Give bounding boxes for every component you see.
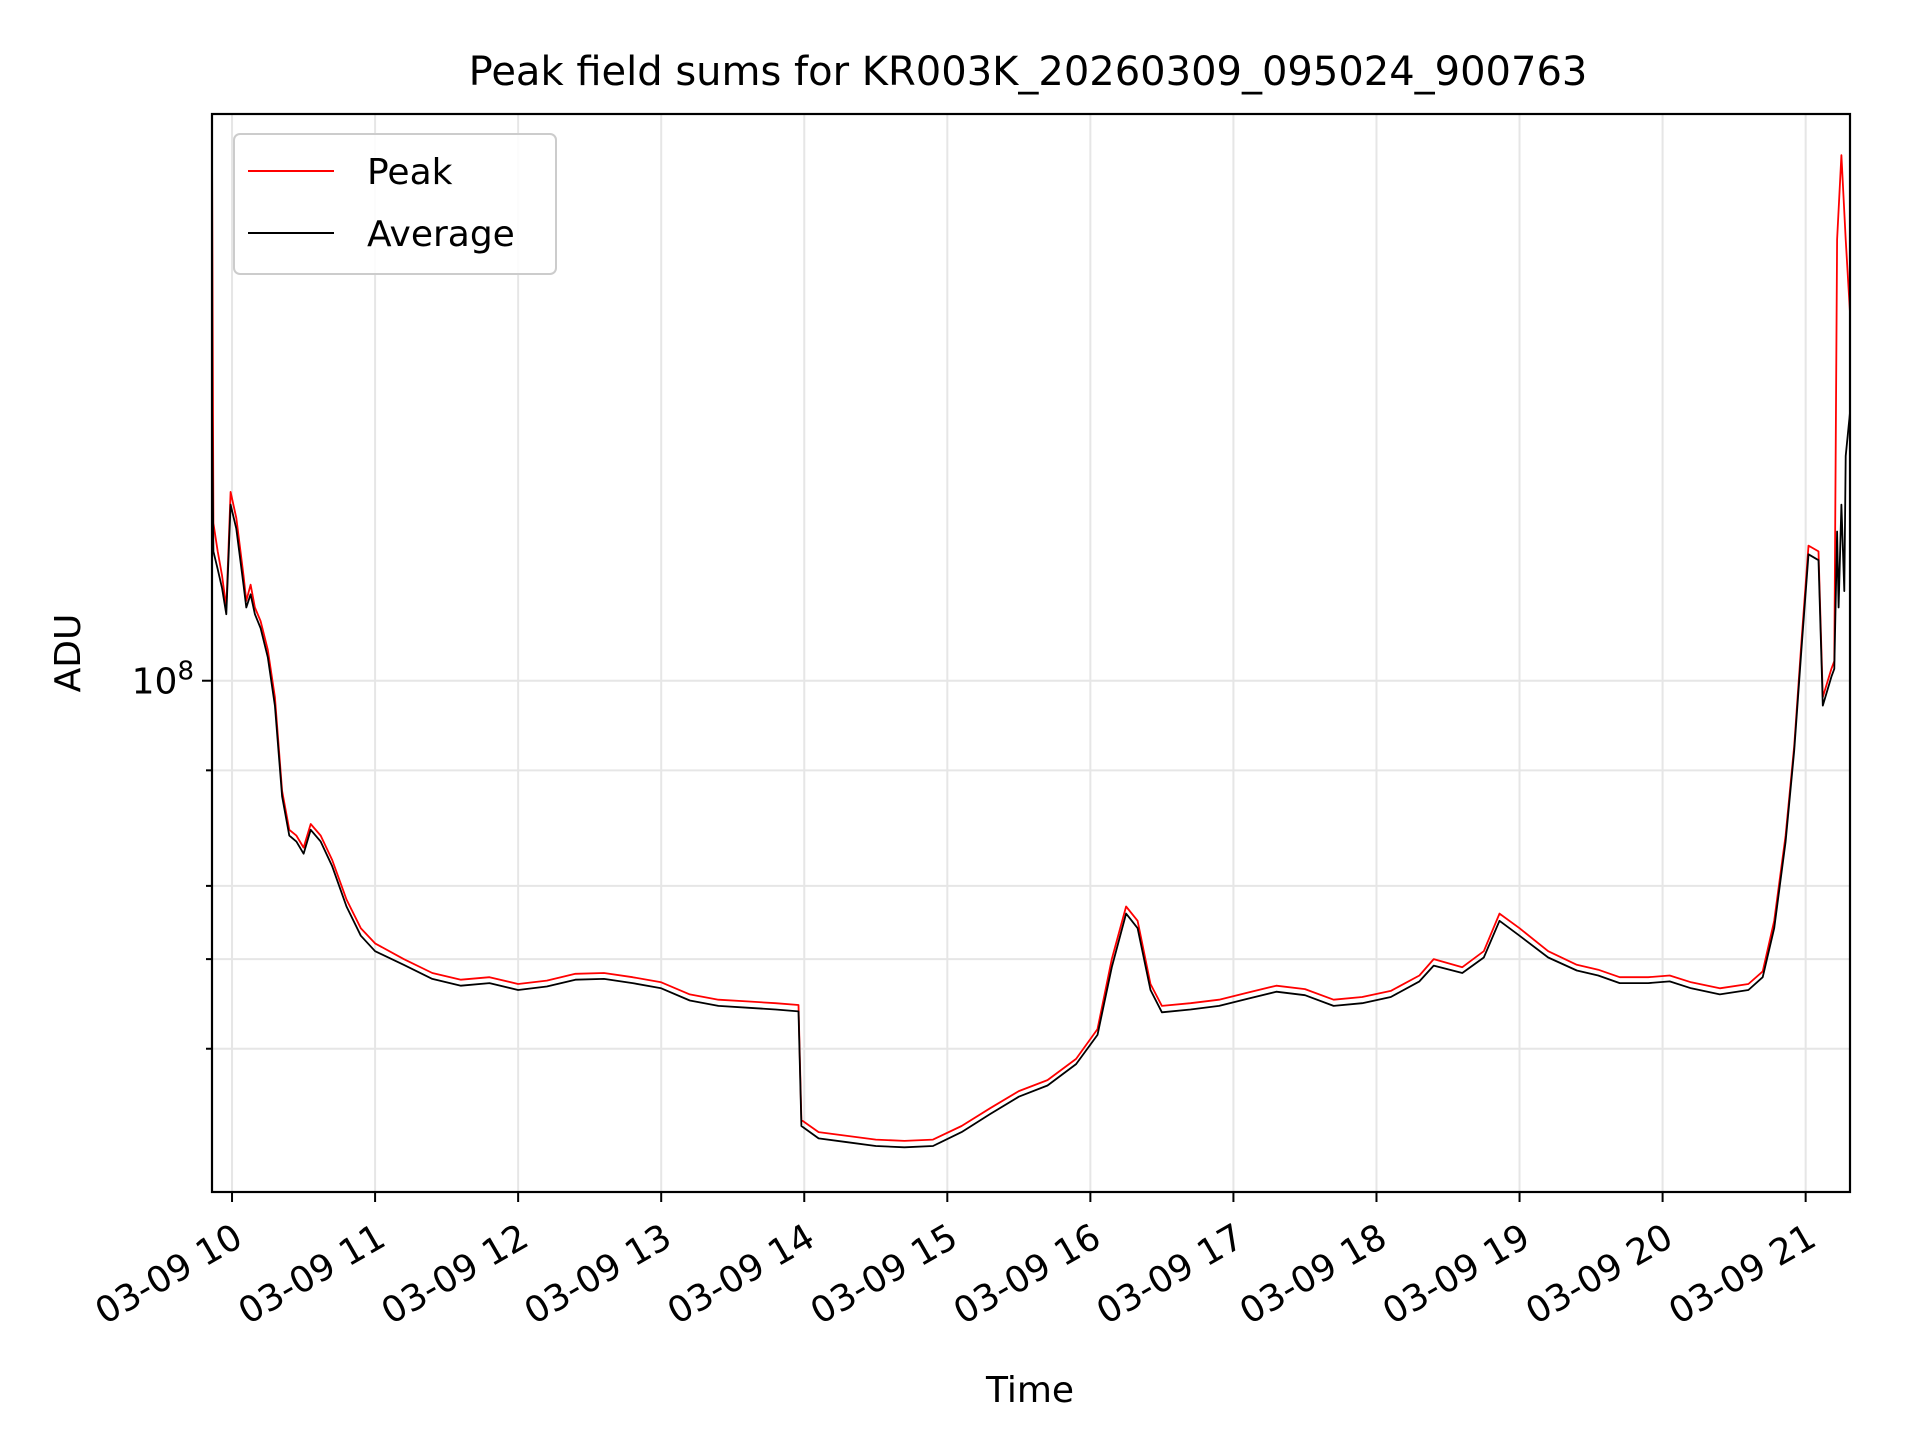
legend-box	[233, 133, 557, 275]
legend-label-average: Average	[367, 214, 515, 255]
y-tick-label: 108	[132, 657, 194, 703]
series-line-average	[212, 402, 1850, 1149]
legend-label-peak: Peak	[367, 152, 453, 193]
y-axis-label: ADU	[48, 614, 89, 693]
plot-area-frame	[210, 112, 1852, 1194]
series-line-peak	[212, 144, 1850, 1142]
plot-series	[212, 144, 1850, 1149]
y-axis-ticks: 108	[132, 657, 212, 1050]
x-axis-label: Time	[985, 1370, 1074, 1411]
chart-title: Peak field sums for KR003K_20260309_0950…	[469, 49, 1588, 95]
grid	[212, 114, 1850, 1192]
legend: Peak Average	[233, 133, 557, 275]
